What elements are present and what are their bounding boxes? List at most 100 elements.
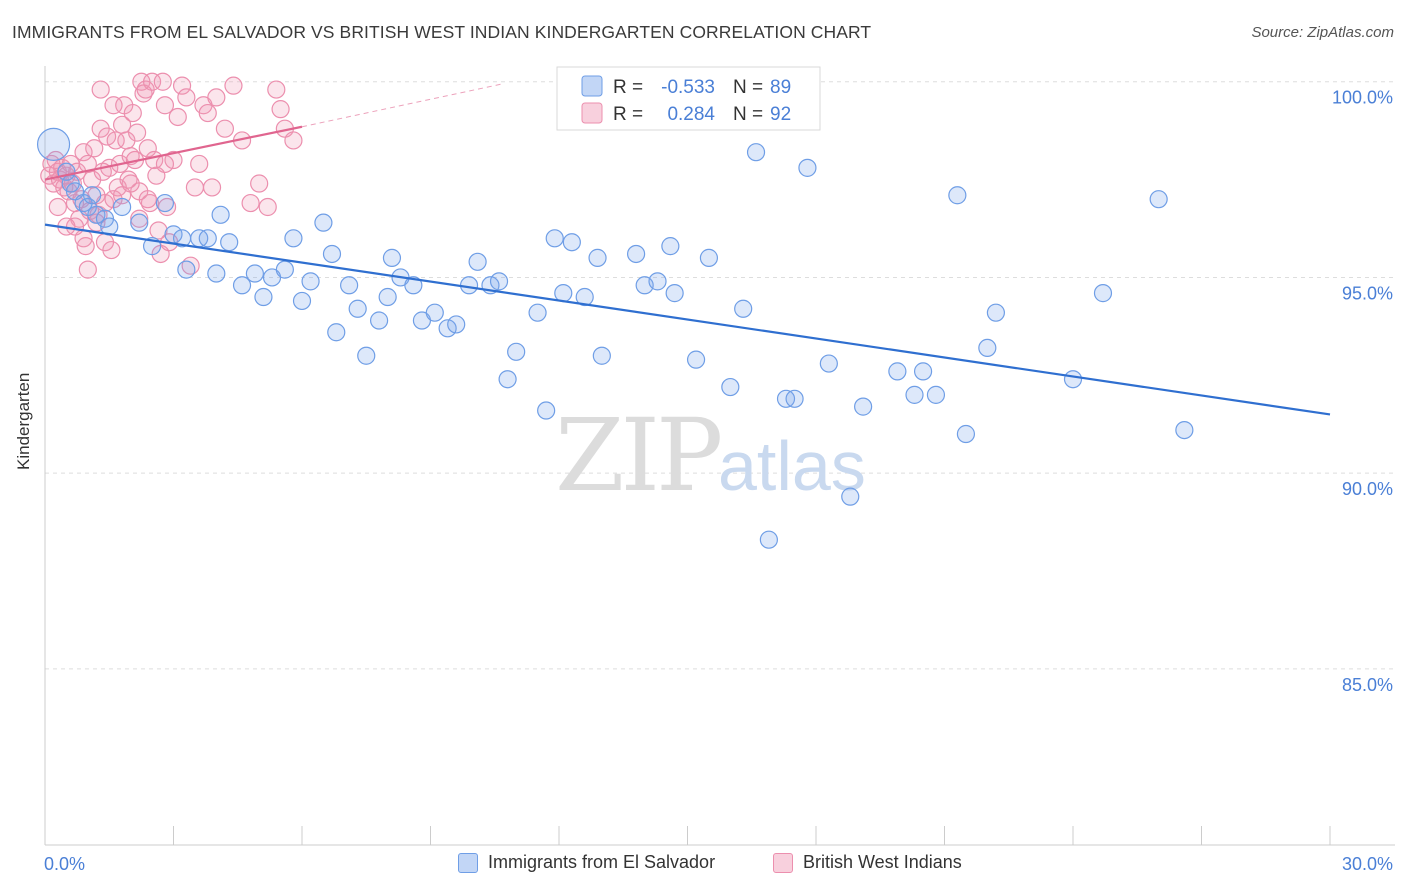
data-point xyxy=(91,80,110,99)
stats-n-label: N = xyxy=(733,104,763,125)
data-point xyxy=(888,362,907,381)
tick-labels: 85.0% 90.0% 95.0% 100.0% 0.0% 30.0% xyxy=(44,88,1393,874)
legend-label-el-salvador: Immigrants from El Salvador xyxy=(488,852,716,872)
data-point xyxy=(327,323,346,342)
data-point xyxy=(746,143,766,162)
gridlines xyxy=(45,81,1395,670)
data-point xyxy=(241,193,260,213)
data-point xyxy=(425,303,444,322)
trend-line-el-salvador xyxy=(44,223,1331,416)
data-point xyxy=(301,272,320,291)
data-point xyxy=(87,205,106,224)
data-point xyxy=(220,233,239,252)
data-point xyxy=(74,143,93,162)
watermark-atlas: atlas xyxy=(718,427,866,505)
data-point xyxy=(528,303,547,322)
data-point xyxy=(348,299,367,318)
data-point xyxy=(112,197,132,217)
data-point xyxy=(913,362,933,381)
data-point xyxy=(190,154,209,174)
data-point xyxy=(1149,190,1168,209)
y-axis-label: Kindergarten xyxy=(14,372,33,470)
data-point xyxy=(198,103,217,123)
data-point xyxy=(83,186,102,205)
data-point xyxy=(138,139,157,158)
data-point xyxy=(138,190,157,209)
axes xyxy=(44,66,1395,846)
data-point xyxy=(142,72,162,91)
stats-n-value: 89 xyxy=(770,77,791,98)
data-point xyxy=(648,272,667,291)
data-point xyxy=(734,299,753,318)
trend-extension-british-west-indians xyxy=(301,83,504,128)
data-point xyxy=(798,158,817,177)
stats-r-label: R = xyxy=(613,104,643,125)
data-point xyxy=(956,424,976,444)
trend-line-british-west-indians xyxy=(44,125,303,181)
data-point xyxy=(1093,284,1113,303)
stats-n-label: N = xyxy=(733,77,763,98)
data-point xyxy=(314,213,333,232)
data-point xyxy=(699,248,719,267)
stats-legend: R = -0.533 N = 89 R = 0.284 N = 92 xyxy=(556,66,821,131)
data-point xyxy=(588,248,607,267)
data-point xyxy=(926,385,946,404)
data-point xyxy=(554,284,573,303)
series-british-west-indians xyxy=(40,72,303,279)
data-point xyxy=(177,260,196,279)
data-point xyxy=(267,80,286,99)
data-point xyxy=(76,237,95,256)
data-point xyxy=(986,303,1006,322)
data-point xyxy=(537,401,556,420)
data-point xyxy=(185,178,205,197)
stats-n-value: 92 xyxy=(770,104,791,125)
data-point xyxy=(155,96,175,115)
bottom-legend: Immigrants from El Salvador British West… xyxy=(0,852,1406,878)
data-point xyxy=(123,103,142,123)
data-point xyxy=(78,260,97,279)
x-tick-label: 0.0% xyxy=(44,854,85,874)
legend-label-british-west-indians: British West Indians xyxy=(803,852,962,872)
trend-lines xyxy=(44,83,1331,416)
y-tick-label: 90.0% xyxy=(1342,479,1393,499)
data-point xyxy=(250,174,269,193)
stats-r-value: -0.533 xyxy=(661,77,715,98)
data-point xyxy=(721,377,740,397)
data-point xyxy=(978,338,997,358)
data-point xyxy=(207,264,226,283)
data-point xyxy=(130,209,149,228)
data-point xyxy=(1063,370,1083,389)
data-point xyxy=(36,127,71,161)
data-point xyxy=(686,350,706,369)
data-point xyxy=(211,205,230,224)
data-point xyxy=(284,229,303,248)
data-point xyxy=(340,276,359,295)
data-point xyxy=(202,178,222,197)
chart-title: IMMIGRANTS FROM EL SALVADOR VS BRITISH W… xyxy=(12,22,872,42)
data-point xyxy=(224,76,243,95)
data-point xyxy=(104,96,123,115)
data-point xyxy=(948,186,967,205)
y-tick-label: 95.0% xyxy=(1342,283,1393,303)
data-point xyxy=(198,229,217,248)
data-point xyxy=(95,233,115,252)
data-point xyxy=(819,354,838,373)
data-point xyxy=(215,119,234,138)
legend-swatch-pink xyxy=(773,852,793,873)
stats-r-label: R = xyxy=(613,77,643,98)
data-point xyxy=(468,252,487,271)
data-point xyxy=(357,346,376,365)
data-point xyxy=(149,221,168,240)
data-point xyxy=(438,319,457,338)
stats-swatch xyxy=(581,75,603,97)
data-point xyxy=(271,100,290,119)
data-point xyxy=(382,248,402,267)
data-point xyxy=(378,287,397,307)
data-point xyxy=(232,276,252,295)
data-point xyxy=(155,193,175,213)
source-label: Source: ZipAtlas.com xyxy=(1251,24,1394,41)
data-point xyxy=(498,370,517,389)
data-point xyxy=(626,244,646,264)
data-point xyxy=(841,487,860,506)
